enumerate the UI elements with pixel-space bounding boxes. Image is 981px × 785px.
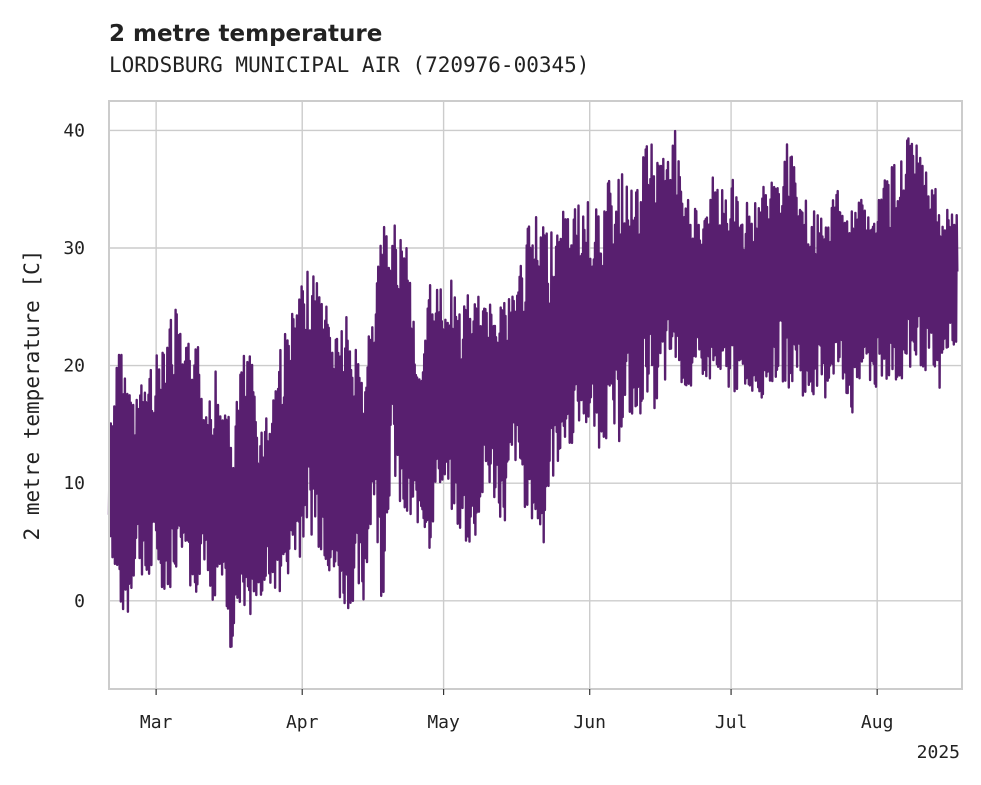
x-year-label: 2025 (917, 742, 960, 763)
chart-subtitle: LORDSBURG MUNICIPAL AIR (720976-00345) (109, 53, 589, 77)
y-tick-label: 0 (74, 591, 85, 612)
x-tick-label: Aug (861, 712, 894, 733)
temperature-series-line (107, 129, 959, 649)
x-tick-label: Jun (573, 712, 606, 733)
plot-frame (108, 100, 963, 690)
y-tick-label: 20 (63, 356, 85, 377)
y-tick-label: 30 (63, 238, 85, 259)
x-tick-label: May (427, 712, 460, 733)
y-axis-label: 2 metre temperature [C] (20, 250, 44, 541)
x-tick-label: Apr (286, 712, 319, 733)
y-tick-label: 40 (63, 120, 85, 141)
y-tick-label: 10 (63, 473, 85, 494)
tick-layer: 0 10 20 30 40 Mar Apr May Jun Jul Aug (63, 120, 893, 733)
chart-title: 2 metre temperature (109, 21, 382, 47)
series-layer (107, 129, 959, 649)
x-tick-label: Mar (140, 712, 173, 733)
x-tick-label: Jul (715, 712, 748, 733)
